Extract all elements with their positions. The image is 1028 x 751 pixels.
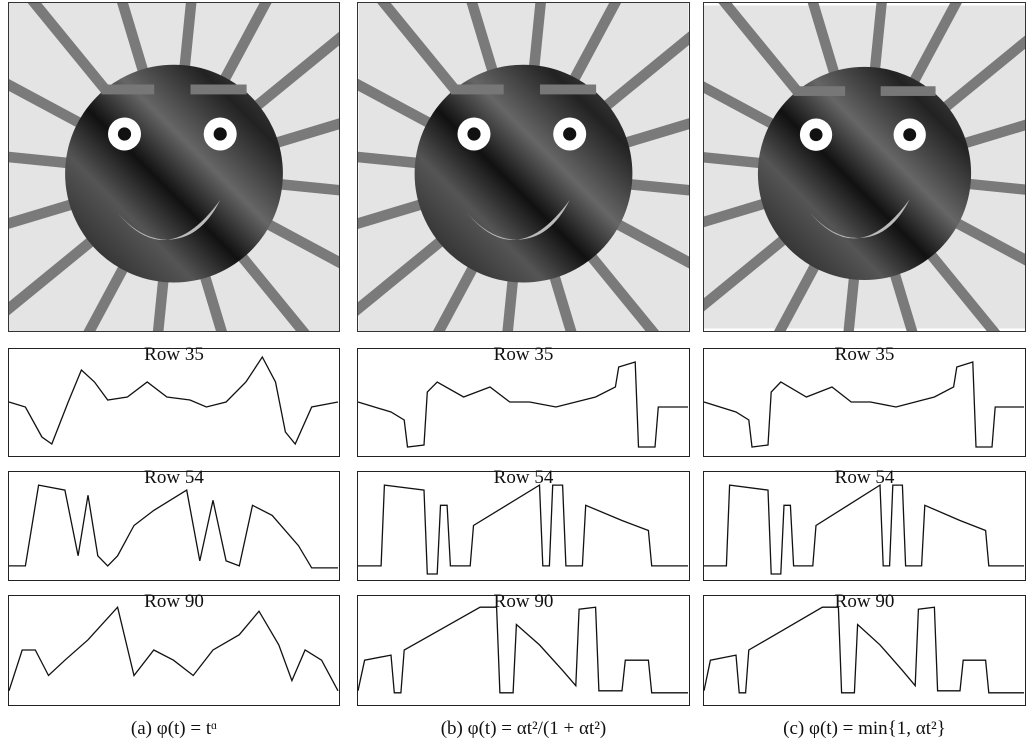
panel-caption: (a) φ(t) = tᵅ (131, 718, 217, 739)
profile-label: Row 35 (494, 344, 554, 365)
figure: Row 35 Row 54 Row 90 (a) φ(t) = tᵅ Row 35 Row… (0, 0, 1028, 746)
profile-label: Row 54 (144, 467, 204, 488)
profile-label: Row 35 (835, 344, 895, 365)
panel-caption: (c) φ(t) = min{1, αt²} (783, 718, 946, 739)
panel-caption: (b) φ(t) = αt²/(1 + αt²) (441, 718, 607, 739)
profile-box (704, 596, 1026, 706)
profile-box (9, 596, 340, 706)
panels: Row 35 Row 54 Row 90 (a) φ(t) = tᵅ Row 35 Row… (0, 0, 1028, 739)
profile-label: Row 90 (494, 591, 554, 612)
profile-label: Row 54 (494, 467, 554, 488)
profile-label: Row 35 (144, 344, 204, 365)
profile-label: Row 90 (144, 591, 204, 612)
profile-box (358, 596, 690, 706)
profile-label: Row 90 (835, 591, 895, 612)
profile-label: Row 54 (835, 467, 895, 488)
